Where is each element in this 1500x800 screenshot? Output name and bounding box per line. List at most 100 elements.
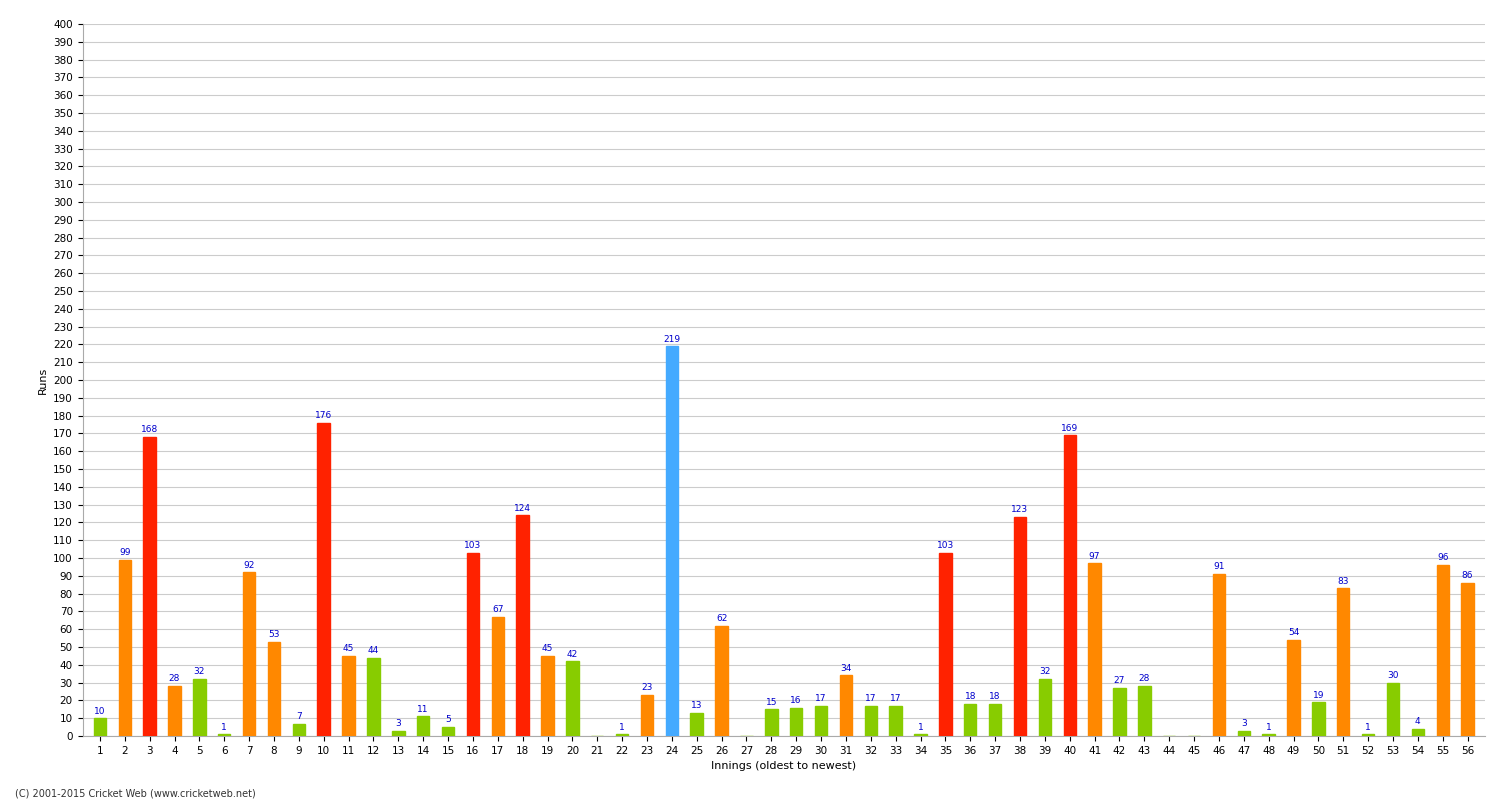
Bar — [1212, 574, 1225, 736]
Bar — [93, 718, 106, 736]
Bar — [466, 553, 478, 736]
Text: 10: 10 — [94, 706, 105, 715]
Text: (C) 2001-2015 Cricket Web (www.cricketweb.net): (C) 2001-2015 Cricket Web (www.cricketwe… — [15, 788, 255, 798]
Text: 91: 91 — [1214, 562, 1224, 571]
Text: 92: 92 — [243, 561, 255, 570]
Bar — [716, 626, 728, 736]
Text: 99: 99 — [118, 548, 130, 557]
Text: 7: 7 — [296, 712, 302, 721]
Bar — [1138, 686, 1150, 736]
Text: 3: 3 — [1240, 719, 1246, 728]
Text: 67: 67 — [492, 605, 504, 614]
Text: 13: 13 — [692, 701, 702, 710]
Text: 17: 17 — [816, 694, 827, 703]
Bar — [1312, 702, 1324, 736]
Bar — [1336, 588, 1350, 736]
Text: 62: 62 — [716, 614, 728, 623]
Bar — [542, 656, 554, 736]
Bar — [1362, 734, 1374, 736]
Text: 32: 32 — [194, 667, 206, 676]
Bar — [1089, 563, 1101, 736]
Text: 34: 34 — [840, 664, 852, 673]
Text: 124: 124 — [514, 504, 531, 513]
Text: 30: 30 — [1388, 671, 1398, 680]
Bar — [243, 572, 255, 736]
Bar — [1461, 583, 1474, 736]
Bar — [368, 658, 380, 736]
Text: 1: 1 — [1266, 722, 1272, 731]
Text: 219: 219 — [663, 334, 681, 343]
Bar — [890, 706, 902, 736]
Bar — [318, 422, 330, 736]
Text: 44: 44 — [368, 646, 380, 655]
Bar — [964, 704, 976, 736]
Text: 1: 1 — [222, 722, 226, 731]
Bar — [392, 730, 405, 736]
Bar — [1038, 679, 1052, 736]
Text: 3: 3 — [396, 719, 400, 728]
Bar — [1388, 682, 1400, 736]
Bar — [516, 515, 530, 736]
Text: 123: 123 — [1011, 506, 1029, 514]
Text: 27: 27 — [1114, 676, 1125, 686]
Text: 28: 28 — [170, 674, 180, 683]
Text: 28: 28 — [1138, 674, 1150, 683]
Bar — [1287, 640, 1299, 736]
Bar — [442, 727, 454, 736]
Bar — [939, 553, 951, 736]
Text: 1: 1 — [620, 722, 626, 731]
Bar — [1412, 729, 1424, 736]
Y-axis label: Runs: Runs — [38, 366, 48, 394]
Bar — [666, 346, 678, 736]
Bar — [690, 713, 703, 736]
Bar — [144, 437, 156, 736]
Text: 54: 54 — [1288, 628, 1299, 638]
Bar — [118, 560, 130, 736]
Text: 42: 42 — [567, 650, 578, 658]
Bar — [915, 734, 927, 736]
Text: 103: 103 — [465, 541, 482, 550]
Bar — [1064, 435, 1076, 736]
Text: 169: 169 — [1060, 423, 1078, 433]
Text: 18: 18 — [964, 692, 976, 702]
Text: 1: 1 — [918, 722, 924, 731]
X-axis label: Innings (oldest to newest): Innings (oldest to newest) — [711, 762, 856, 771]
Bar — [765, 710, 777, 736]
Text: 86: 86 — [1462, 571, 1473, 580]
Text: 1: 1 — [1365, 722, 1371, 731]
Bar — [1014, 517, 1026, 736]
Bar — [790, 707, 802, 736]
Bar — [815, 706, 828, 736]
Bar — [840, 675, 852, 736]
Bar — [168, 686, 180, 736]
Text: 176: 176 — [315, 411, 333, 420]
Text: 45: 45 — [344, 644, 354, 654]
Bar — [492, 617, 504, 736]
Bar — [194, 679, 206, 736]
Bar — [268, 642, 280, 736]
Text: 5: 5 — [446, 715, 452, 725]
Text: 15: 15 — [765, 698, 777, 706]
Text: 16: 16 — [790, 696, 802, 705]
Text: 53: 53 — [268, 630, 279, 639]
Bar — [1263, 734, 1275, 736]
Bar — [417, 717, 429, 736]
Text: 32: 32 — [1040, 667, 1050, 676]
Text: 23: 23 — [642, 683, 652, 692]
Text: 11: 11 — [417, 705, 429, 714]
Bar — [1238, 730, 1250, 736]
Bar — [217, 734, 231, 736]
Bar — [640, 695, 652, 736]
Text: 17: 17 — [890, 694, 902, 703]
Bar — [292, 723, 304, 736]
Bar — [1437, 565, 1449, 736]
Text: 103: 103 — [938, 541, 954, 550]
Bar — [1113, 688, 1125, 736]
Bar — [566, 662, 579, 736]
Bar — [988, 704, 1002, 736]
Text: 97: 97 — [1089, 552, 1101, 561]
Text: 45: 45 — [542, 644, 554, 654]
Bar — [342, 656, 355, 736]
Text: 19: 19 — [1312, 690, 1324, 699]
Text: 17: 17 — [865, 694, 876, 703]
